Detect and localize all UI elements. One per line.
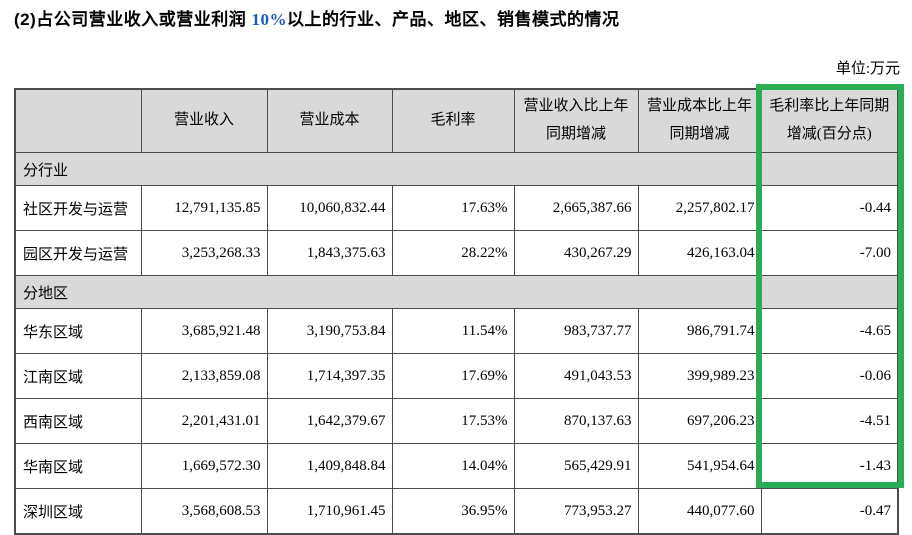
column-header-gross-margin: 毛利率 xyxy=(391,88,515,153)
column-header-revenue: 营业收入 xyxy=(140,88,268,153)
value-cell: 3,190,753.84 xyxy=(266,308,393,354)
value-cell: 14.04% xyxy=(391,443,515,489)
value-cell: 986,791.74 xyxy=(637,308,762,354)
value-cell: -0.44 xyxy=(760,185,899,231)
value-cell: 773,953.27 xyxy=(513,488,639,535)
table-row: 园区开发与运营 3,253,268.33 1,843,375.63 28.22% 430… xyxy=(14,230,899,276)
table-row: 华东区域 3,685,921.48 3,190,753.84 11.54% 983,73… xyxy=(14,308,899,354)
table-body: 分行业 社区开发与运营 12,791,135.85 10,060,832.44 17.6… xyxy=(14,152,899,535)
value-cell: 491,043.53 xyxy=(513,353,639,399)
value-cell: 1,843,375.63 xyxy=(266,230,393,276)
value-cell: -7.00 xyxy=(760,230,899,276)
value-cell: 399,989.23 xyxy=(637,353,762,399)
section-label: 分行业 xyxy=(14,152,899,186)
value-cell: -0.47 xyxy=(760,488,899,535)
value-cell: 28.22% xyxy=(391,230,515,276)
row-label-cell: 西南区域 xyxy=(14,398,142,444)
title-prefix: (2)占公司营业收入或营业利润 xyxy=(14,10,252,29)
value-cell: 2,257,802.17 xyxy=(637,185,762,231)
value-cell: 1,642,379.67 xyxy=(266,398,393,444)
value-cell: 1,714,397.35 xyxy=(266,353,393,399)
page-title: (2)占公司营业收入或营业利润 10%以上的行业、产品、地区、销售模式的情况 xyxy=(14,5,620,30)
value-cell: 3,568,608.53 xyxy=(140,488,268,535)
row-label-cell: 园区开发与运营 xyxy=(14,230,142,276)
section-label: 分地区 xyxy=(14,275,899,309)
value-cell: 17.53% xyxy=(391,398,515,444)
value-cell: 17.69% xyxy=(391,353,515,399)
row-label-cell: 社区开发与运营 xyxy=(14,185,142,231)
value-cell: 2,201,431.01 xyxy=(140,398,268,444)
value-cell: 10,060,832.44 xyxy=(266,185,393,231)
title-percentage-highlight: 10% xyxy=(251,10,287,29)
table-header: 营业收入 营业成本 毛利率 营业收入比上年同期增减 营业成本比上年同期增减 毛利… xyxy=(14,88,899,153)
financial-table: 营业收入 营业成本 毛利率 营业收入比上年同期增减 营业成本比上年同期增减 毛利… xyxy=(14,88,899,535)
value-cell: 1,710,961.45 xyxy=(266,488,393,535)
value-cell: 1,669,572.30 xyxy=(140,443,268,489)
value-cell: 426,163.04 xyxy=(637,230,762,276)
value-cell: -0.06 xyxy=(760,353,899,399)
section-row: 分行业 xyxy=(14,152,899,186)
table-row: 西南区域 2,201,431.01 1,642,379.67 17.53% 870,13… xyxy=(14,398,899,444)
table-row: 社区开发与运营 12,791,135.85 10,060,832.44 17.63% 2… xyxy=(14,185,899,231)
value-cell: -4.65 xyxy=(760,308,899,354)
value-cell: 2,665,387.66 xyxy=(513,185,639,231)
value-cell: 430,267.29 xyxy=(513,230,639,276)
value-cell: 983,737.77 xyxy=(513,308,639,354)
value-cell: 870,137.63 xyxy=(513,398,639,444)
value-cell: 3,685,921.48 xyxy=(140,308,268,354)
row-label-cell: 华南区域 xyxy=(14,443,142,489)
table-row: 深圳区域 3,568,608.53 1,710,961.45 36.95% 773,95… xyxy=(14,488,899,535)
value-cell: 3,253,268.33 xyxy=(140,230,268,276)
column-header-cost: 营业成本 xyxy=(266,88,393,153)
value-cell: 541,954.64 xyxy=(637,443,762,489)
column-header-margin-yoy: 毛利率比上年同期增减(百分点) xyxy=(760,88,899,153)
table-row: 江南区域 2,133,859.08 1,714,397.35 17.69% 491,04… xyxy=(14,353,899,399)
header-row: 营业收入 营业成本 毛利率 营业收入比上年同期增减 营业成本比上年同期增减 毛利… xyxy=(14,88,899,153)
value-cell: -1.43 xyxy=(760,443,899,489)
value-cell: 12,791,135.85 xyxy=(140,185,268,231)
value-cell: 1,409,848.84 xyxy=(266,443,393,489)
table-row: 华南区域 1,669,572.30 1,409,848.84 14.04% 565,42… xyxy=(14,443,899,489)
unit-label: 单位:万元 xyxy=(835,61,900,77)
row-label-cell: 深圳区域 xyxy=(14,488,142,535)
value-cell: 565,429.91 xyxy=(513,443,639,489)
value-cell: -4.51 xyxy=(760,398,899,444)
value-cell: 17.63% xyxy=(391,185,515,231)
column-header-revenue-yoy: 营业收入比上年同期增减 xyxy=(513,88,639,153)
value-cell: 697,206.23 xyxy=(637,398,762,444)
section-row: 分地区 xyxy=(14,275,899,309)
row-label-cell: 华东区域 xyxy=(14,308,142,354)
value-cell: 36.95% xyxy=(391,488,515,535)
column-header-rowlabel xyxy=(14,88,142,153)
value-cell: 11.54% xyxy=(391,308,515,354)
title-suffix: 以上的行业、产品、地区、销售模式的情况 xyxy=(287,10,620,29)
value-cell: 440,077.60 xyxy=(637,488,762,535)
value-cell: 2,133,859.08 xyxy=(140,353,268,399)
row-label-cell: 江南区域 xyxy=(14,353,142,399)
column-header-cost-yoy: 营业成本比上年同期增减 xyxy=(637,88,762,153)
